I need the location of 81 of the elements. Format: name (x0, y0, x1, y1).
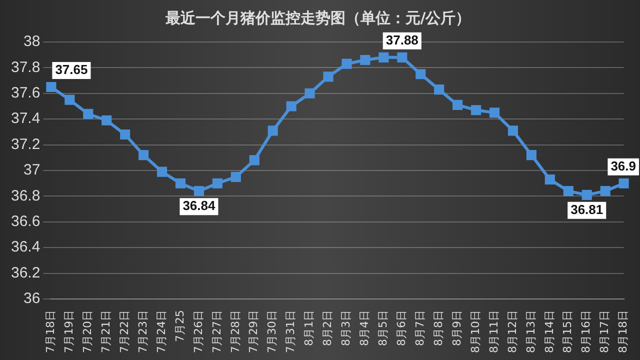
point (600, 186, 610, 196)
point (360, 54, 370, 66)
x-tick-label: 7月31日 (284, 310, 298, 354)
x-tick-label: 7月19日 (62, 310, 76, 354)
x-tick-label: 7月26日 (192, 310, 205, 354)
point (452, 100, 463, 110)
y-tick-label: 38 (24, 33, 40, 50)
point (378, 52, 389, 62)
y-tick-label: 37.2 (10, 136, 40, 153)
x-tick-label: 7月23日 (136, 310, 150, 354)
y-tick-label: 36 (24, 290, 40, 308)
x-tick-label: 8月12日 (506, 310, 519, 354)
x-tick-label: 7月18日 (44, 310, 58, 354)
y-tick-label: 36.8 (10, 187, 40, 204)
x-tick-label: 8月5日 (376, 310, 390, 346)
x-tick-label: 8月8日 (432, 310, 445, 346)
x-tick-label: 8月10日 (468, 310, 482, 354)
point (563, 186, 574, 196)
point (397, 52, 408, 62)
x-tick-label: 7月24日 (154, 310, 168, 354)
x-tick-label: 7月28日 (228, 310, 242, 354)
x-tick-label: 7月29日 (247, 310, 260, 354)
y-tick-label: 36.2 (10, 264, 40, 282)
point (212, 178, 222, 188)
point (120, 129, 130, 140)
data-label: 36.81 (570, 202, 604, 217)
point (83, 108, 94, 119)
point (249, 155, 260, 166)
x-tick-label: 7月25 (173, 310, 186, 342)
y-tick-label: 37.6 (10, 84, 40, 102)
point (470, 105, 482, 116)
point (156, 166, 168, 177)
data-label: 36.9 (610, 158, 636, 174)
y-tick-label: 37.8 (10, 58, 40, 76)
x-tick-label: 8月7日 (413, 310, 426, 346)
x-tick-label: 8月11日 (487, 310, 500, 354)
x-tick-label: 8月2日 (321, 310, 334, 346)
point (416, 69, 426, 80)
x-tick-label: 8月6日 (395, 310, 408, 346)
x-tick-label: 8月3日 (340, 310, 353, 346)
x-tick-label: 8月13日 (524, 310, 538, 354)
x-tick-label: 8月14日 (542, 310, 556, 354)
point (175, 178, 186, 188)
x-tick-label: 7月30日 (266, 310, 279, 354)
x-tick-label: 8月9日 (450, 310, 464, 346)
data-label: 37.65 (55, 62, 88, 78)
point (102, 115, 112, 126)
point (194, 186, 204, 196)
point (268, 126, 278, 136)
x-tick-label: 7月20日 (80, 310, 94, 354)
y-tick-label: 36.4 (10, 238, 40, 256)
point (544, 174, 555, 185)
point (64, 94, 75, 105)
point (526, 150, 536, 160)
y-tick-label: 37 (24, 162, 40, 179)
point (342, 58, 352, 69)
x-tick-label: 7月21日 (99, 310, 112, 354)
y-tick-label: 37.4 (10, 110, 40, 128)
data-label: 37.88 (386, 32, 418, 48)
x-tick-label: 8月16日 (580, 310, 593, 354)
data-label: 36.84 (182, 198, 216, 214)
chart-title: 最近一个月猪价监控走势图（单位：元/公斤） (164, 8, 471, 27)
point (434, 84, 444, 95)
x-tick-label: 8月4日 (358, 310, 372, 346)
point (618, 178, 629, 188)
point (489, 108, 500, 118)
point (286, 101, 296, 112)
point (304, 88, 315, 98)
x-tick-label: 8月15日 (561, 310, 574, 354)
point (508, 126, 518, 136)
x-tick-label: 7月22日 (118, 310, 131, 354)
x-tick-label: 7月27日 (210, 310, 224, 354)
point (138, 150, 149, 160)
x-tick-label: 8月18日 (616, 310, 630, 354)
x-tick-label: 8月1日 (302, 310, 316, 346)
point (582, 190, 592, 200)
point (46, 82, 56, 92)
x-tick-label: 8月17日 (598, 310, 612, 354)
point (323, 72, 334, 82)
point (230, 172, 241, 182)
y-tick-label: 36.6 (10, 213, 40, 230)
